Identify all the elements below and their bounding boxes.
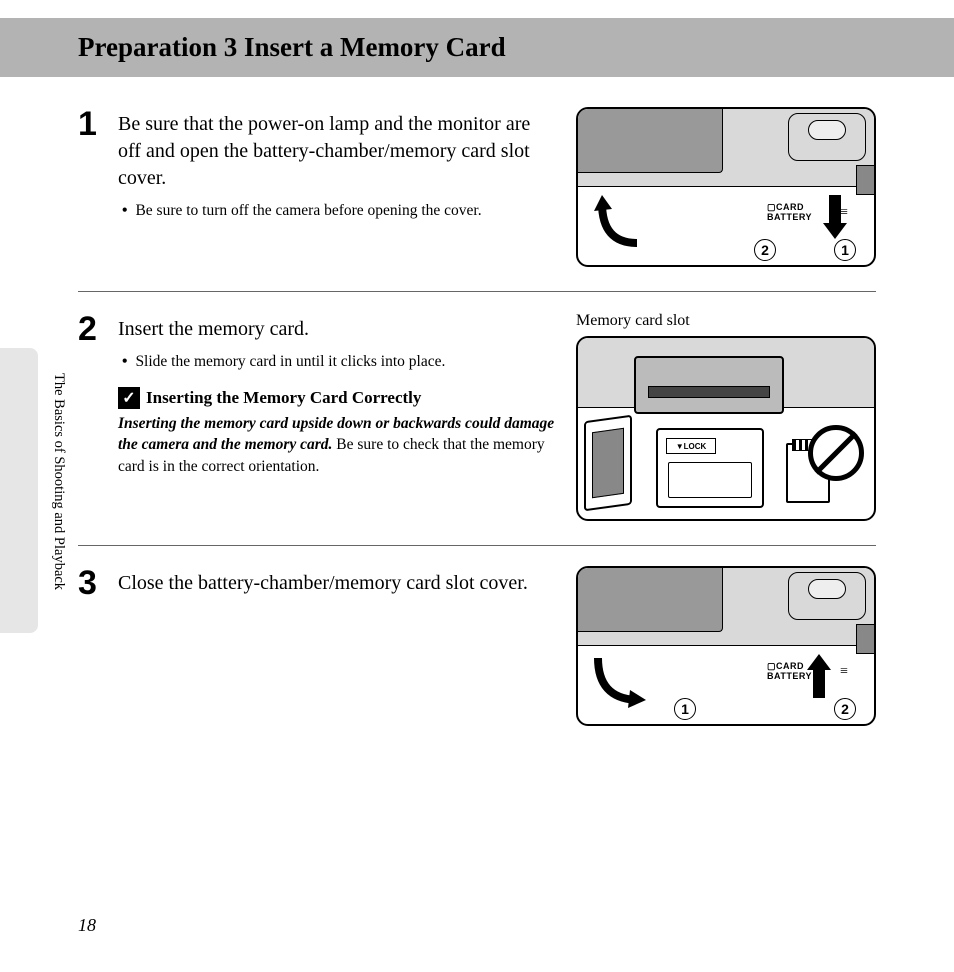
step-1-instruction: Be sure that the power-on lamp and the m… xyxy=(118,111,556,192)
step-1-figure: ▢CARD BATTERY ≡ 2 1 xyxy=(576,107,876,267)
step-3-number: 3 xyxy=(78,566,100,726)
cover-label: ▢CARD BATTERY xyxy=(767,203,812,223)
cover-label: ▢CARD BATTERY xyxy=(767,662,812,682)
callout-box: Inserting the Memory Card Correctly Inse… xyxy=(118,387,556,478)
step-1-number: 1 xyxy=(78,107,100,267)
callout-title: Inserting the Memory Card Correctly xyxy=(146,388,421,408)
arrow-down-icon xyxy=(826,195,844,239)
step-3: 3 Close the battery-chamber/memory card … xyxy=(78,566,876,750)
step-1: 1 Be sure that the power-on lamp and the… xyxy=(78,107,876,292)
prohibited-icon xyxy=(786,425,864,503)
figure-2-label: Memory card slot xyxy=(576,312,876,330)
step-2-bullet: • Slide the memory card in until it clic… xyxy=(122,351,556,373)
step-3-instruction: Close the battery-chamber/memory card sl… xyxy=(118,570,556,597)
content-area: 1 Be sure that the power-on lamp and the… xyxy=(0,77,954,750)
bullet-dot-icon: • xyxy=(122,351,127,373)
side-section-label: The Basics of Shooting and Playback xyxy=(50,373,67,590)
step-1-bullet-text: Be sure to turn off the camera before op… xyxy=(135,200,481,222)
step-2-bullet-text: Slide the memory card in until it clicks… xyxy=(135,351,445,373)
page-number: 18 xyxy=(78,915,96,936)
side-tab xyxy=(0,348,38,633)
curve-arrow-icon xyxy=(592,193,652,253)
step-2-number: 2 xyxy=(78,312,100,521)
page-title-bar: Preparation 3 Insert a Memory Card xyxy=(0,18,954,77)
figure-number-1: 1 xyxy=(834,239,856,261)
curve-arrow-icon xyxy=(588,648,648,708)
bullet-dot-icon: • xyxy=(122,200,127,222)
step-2-instruction: Insert the memory card. xyxy=(118,316,556,343)
check-icon xyxy=(118,387,140,409)
step-2: 2 Insert the memory card. • Slide the me… xyxy=(78,312,876,546)
figure-number-2: 2 xyxy=(834,698,856,720)
arrow-up-icon xyxy=(810,654,828,698)
step-1-bullet: • Be sure to turn off the camera before … xyxy=(122,200,556,222)
step-3-figure: ▢CARD BATTERY ≡ 1 2 xyxy=(576,566,876,726)
figure-number-1: 1 xyxy=(674,698,696,720)
sd-card-icon xyxy=(656,428,764,508)
figure-number-2: 2 xyxy=(754,239,776,261)
page-title: Preparation 3 Insert a Memory Card xyxy=(78,32,954,63)
step-2-figure xyxy=(576,336,876,521)
callout-text: Inserting the memory card upside down or… xyxy=(118,413,556,478)
